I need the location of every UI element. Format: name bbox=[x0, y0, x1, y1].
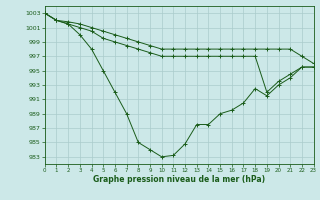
X-axis label: Graphe pression niveau de la mer (hPa): Graphe pression niveau de la mer (hPa) bbox=[93, 175, 265, 184]
